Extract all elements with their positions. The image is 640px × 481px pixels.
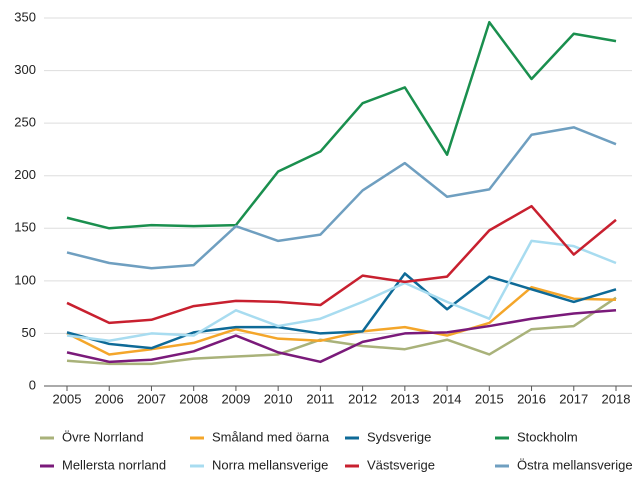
legend-label: Sydsverige <box>367 429 431 444</box>
series-line <box>66 296 617 366</box>
y-tick-label: 100 <box>14 272 36 287</box>
x-tick-label: 2011 <box>306 391 334 406</box>
y-tick-label: 50 <box>22 325 36 340</box>
legend-label: Östra mellansverige <box>517 457 633 472</box>
y-tick-label: 200 <box>14 167 36 182</box>
series-line <box>66 204 617 325</box>
legend-label: Mellersta norrland <box>62 457 166 472</box>
y-tick-label: 0 <box>29 377 36 392</box>
x-tick-label: 2018 <box>602 391 631 406</box>
x-tick-label: 2006 <box>95 391 124 406</box>
series-line <box>66 285 617 356</box>
series-line <box>66 20 617 230</box>
y-tick-label: 150 <box>14 220 36 235</box>
x-tick-label: 2007 <box>137 391 166 406</box>
x-tick-label: 2013 <box>390 391 419 406</box>
y-tick-label: 250 <box>14 115 36 130</box>
x-tick-label: 2016 <box>517 391 546 406</box>
x-tick-label: 2010 <box>264 391 293 406</box>
x-tick-label: 2008 <box>179 391 208 406</box>
series-line <box>66 126 617 270</box>
legend-label: Småland med öarna <box>212 429 330 444</box>
x-tick-label: 2015 <box>475 391 504 406</box>
series-line <box>66 272 617 350</box>
x-tick-label: 2005 <box>53 391 82 406</box>
legend-label: Stockholm <box>517 429 578 444</box>
legend-label: Norra mellansverige <box>212 457 328 472</box>
x-tick-label: 2014 <box>433 391 462 406</box>
legend-label: Övre Norrland <box>62 429 144 444</box>
y-tick-label: 350 <box>14 9 36 24</box>
x-tick-label: 2009 <box>221 391 250 406</box>
x-tick-label: 2012 <box>348 391 377 406</box>
series-line <box>66 309 617 364</box>
x-tick-label: 2017 <box>559 391 588 406</box>
y-tick-label: 300 <box>14 62 36 77</box>
legend-label: Västsverige <box>367 457 435 472</box>
series-line <box>66 239 617 343</box>
